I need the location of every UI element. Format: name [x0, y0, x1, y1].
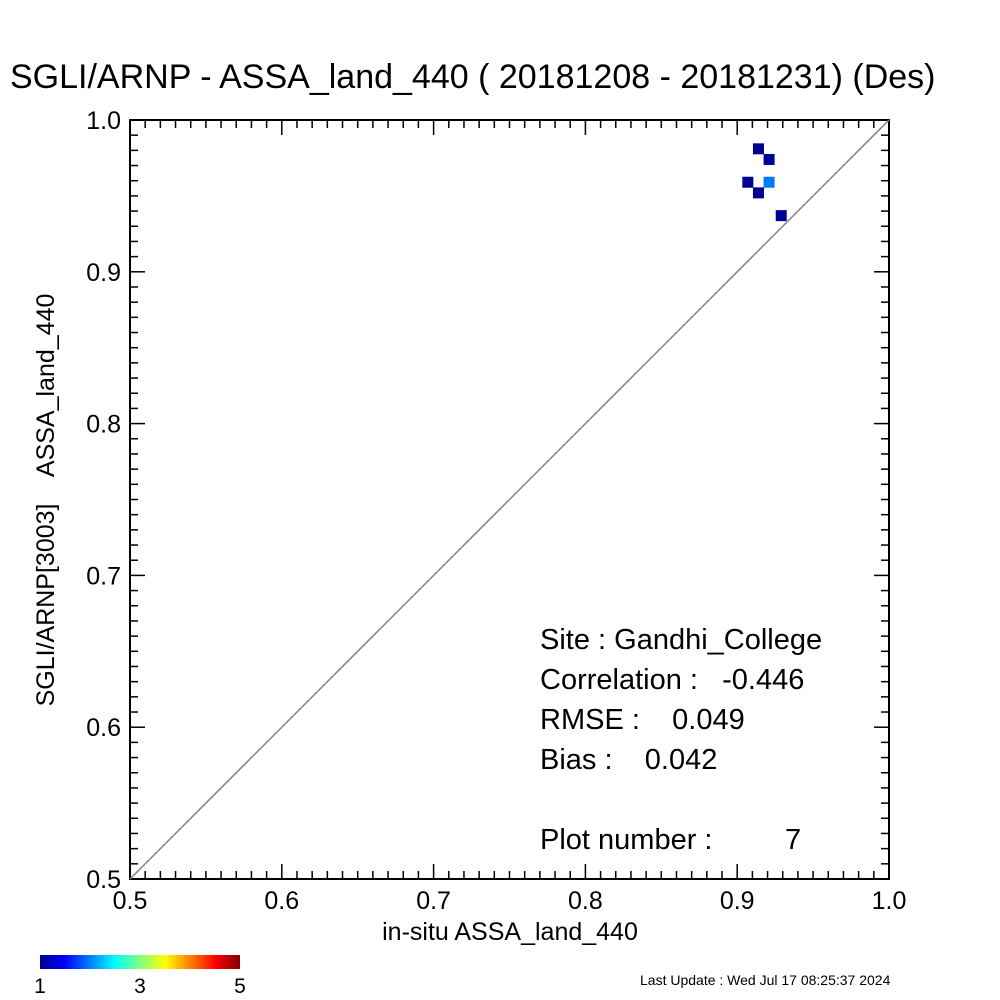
one-to-one-line	[129, 119, 890, 880]
data-point	[752, 187, 764, 199]
y-tick-label: 0.7	[86, 562, 121, 590]
data-point	[763, 176, 775, 188]
stat-site: Site : Gandhi_College	[540, 624, 822, 656]
data-point	[752, 143, 764, 155]
data-point	[742, 176, 754, 188]
x-tick-label: 0.7	[416, 887, 451, 915]
x-tick-label: 0.8	[568, 887, 603, 915]
x-tick-label: 0.6	[264, 887, 299, 915]
x-tick-label: 0.9	[720, 887, 755, 915]
colorbar-tick-label: 1	[34, 975, 46, 998]
stat-rmse: RMSE : 0.049	[540, 704, 745, 736]
colorbar	[40, 955, 240, 969]
y-axis-label: SGLI/ARNP[3003] ASSA_land_440	[32, 294, 60, 707]
x-axis-label: in-situ ASSA_land_440	[382, 918, 638, 946]
stats-block: Site : Gandhi_College Correlation : -0.4…	[540, 624, 822, 856]
data-points	[742, 143, 787, 222]
x-tick-labels: 0.5 0.6 0.7 0.8 0.9 1.0	[113, 887, 907, 915]
x-tick-label: 1.0	[872, 887, 907, 915]
chart-title: SGLI/ARNP - ASSA_land_440 ( 20181208 - 2…	[10, 58, 936, 96]
stat-plot-number: Plot number : 7	[540, 824, 801, 856]
stat-correlation: Correlation : -0.446	[540, 664, 804, 696]
colorbar-tick-label: 3	[134, 975, 146, 998]
stat-bias: Bias : 0.042	[540, 744, 717, 776]
y-tick-label: 0.8	[86, 411, 121, 439]
y-tick-label: 1.0	[86, 107, 121, 135]
data-point	[775, 210, 787, 222]
y-tick-label: 0.9	[86, 259, 121, 287]
y-tick-labels: 0.5 0.6 0.7 0.8 0.9 1.0	[86, 107, 121, 894]
colorbar-tick-label: 5	[234, 975, 246, 998]
y-tick-label: 0.5	[86, 866, 121, 894]
last-update-text: Last Update : Wed Jul 17 08:25:37 2024	[640, 972, 891, 988]
axis-ticks	[129, 119, 890, 880]
y-tick-label: 0.6	[86, 714, 121, 742]
data-point	[763, 153, 775, 165]
x-tick-label: 0.5	[113, 887, 148, 915]
